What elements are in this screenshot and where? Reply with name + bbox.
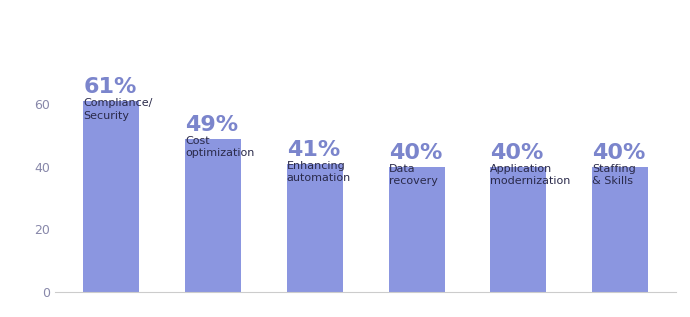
Text: Staffing
& Skills: Staffing & Skills <box>592 164 635 186</box>
Text: 41%: 41% <box>287 140 340 160</box>
Text: Compliance/
Security: Compliance/ Security <box>83 98 152 120</box>
Text: Data
recovery: Data recovery <box>388 164 437 186</box>
Text: 40%: 40% <box>592 143 645 163</box>
Bar <box>388 167 444 292</box>
Text: Application
modernization: Application modernization <box>491 164 571 186</box>
Bar <box>491 167 546 292</box>
Text: 40%: 40% <box>491 143 544 163</box>
Text: 40%: 40% <box>388 143 442 163</box>
Bar <box>185 139 241 292</box>
Text: Cost
optimization: Cost optimization <box>185 136 255 158</box>
Bar <box>83 101 139 292</box>
Text: 61%: 61% <box>83 77 137 98</box>
Text: 49%: 49% <box>185 115 238 135</box>
Text: Enhancing
automation: Enhancing automation <box>287 160 351 183</box>
Bar <box>287 164 343 292</box>
Bar <box>592 167 648 292</box>
